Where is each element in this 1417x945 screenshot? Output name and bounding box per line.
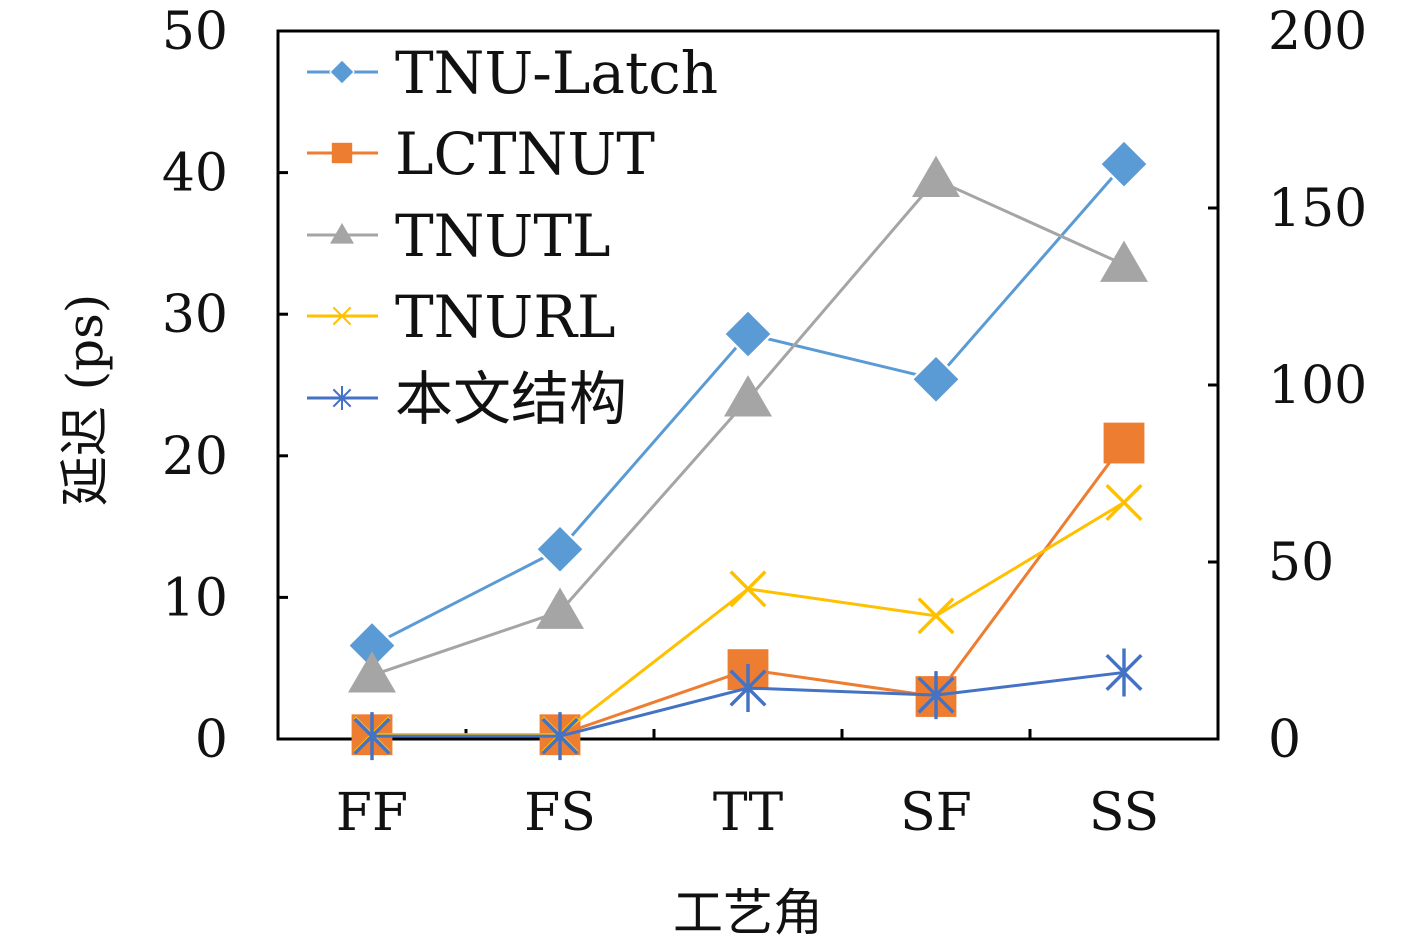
legend-marker (330, 223, 354, 244)
y-left-tick-label: 20 (162, 427, 228, 487)
data-point (722, 308, 774, 360)
x-tick-label: FS (524, 783, 596, 843)
data-point (729, 570, 767, 608)
axes-layer: 0 10 20 30 40 50 0 50 100 150 200 FF FS TT SF SS (162, 2, 1367, 843)
marker-stroke (917, 671, 955, 720)
data-point (1098, 138, 1150, 190)
marker-stroke (332, 306, 352, 326)
marker-stroke (541, 712, 579, 761)
data-point (729, 664, 767, 713)
legend-label: TNUTL (395, 202, 611, 270)
legend-label: TNU-Latch (395, 39, 718, 107)
marker-stroke (332, 386, 352, 410)
data-point (917, 597, 955, 635)
y-left-tick-label: 40 (162, 144, 228, 204)
series-2 (348, 155, 1148, 693)
data-point (1100, 240, 1148, 282)
marker-stroke (353, 712, 391, 761)
x-tick-label: TT (713, 783, 784, 843)
marker-stroke (1105, 648, 1143, 697)
data-point (1105, 648, 1143, 697)
marker-stroke (917, 597, 955, 635)
legend-item: LCTNUT (307, 120, 655, 188)
data-point (534, 523, 586, 575)
legend-item: TNURL (307, 283, 616, 351)
legend-label: 本文结构 (395, 365, 627, 433)
data-point (724, 375, 772, 417)
y-right-tick-label: 50 (1268, 533, 1334, 593)
y-left-tick-label: 10 (162, 568, 228, 628)
x-tick-label: SF (900, 783, 972, 843)
y-right-tick-label: 150 (1268, 179, 1367, 239)
legend: TNU-Latch LCTNUT TNUTL TNURL 本文结构 (307, 39, 718, 433)
x-tick-label: SS (1089, 783, 1159, 843)
data-point (917, 671, 955, 720)
marker-stroke (729, 570, 767, 608)
y-right-tick-label: 200 (1268, 2, 1367, 62)
series-4 (353, 648, 1143, 761)
data-point (353, 712, 391, 761)
legend-label: LCTNUT (395, 120, 655, 188)
y-left-tick-label: 50 (162, 2, 228, 62)
series-0 (346, 138, 1150, 672)
data-point (1103, 422, 1145, 464)
legend-item: TNU-Latch (307, 39, 718, 107)
data-point (536, 587, 584, 629)
data-point (912, 155, 960, 197)
legend-item: 本文结构 (307, 365, 627, 433)
series-layer (346, 138, 1150, 761)
legend-marker (331, 142, 353, 164)
data-point (1105, 484, 1143, 522)
legend-marker (332, 386, 352, 410)
y-right-tick-label: 100 (1268, 356, 1367, 416)
legend-marker (332, 306, 352, 326)
legend-label: TNURL (395, 283, 616, 351)
data-point (910, 353, 962, 406)
x-axis-title: 工艺角 (673, 884, 823, 942)
legend-marker (329, 59, 355, 85)
marker-stroke (1105, 484, 1143, 522)
y-left-tick-label: 30 (162, 285, 228, 345)
y-left-tick-label: 0 (195, 710, 228, 770)
x-tick-label: FF (336, 783, 408, 843)
data-point (348, 651, 396, 693)
y-axis-title: 延迟 (ps) (56, 294, 114, 507)
data-point (541, 712, 579, 761)
marker-stroke (729, 664, 767, 713)
y-right-tick-label: 0 (1268, 710, 1301, 770)
legend-item: TNUTL (307, 202, 611, 270)
